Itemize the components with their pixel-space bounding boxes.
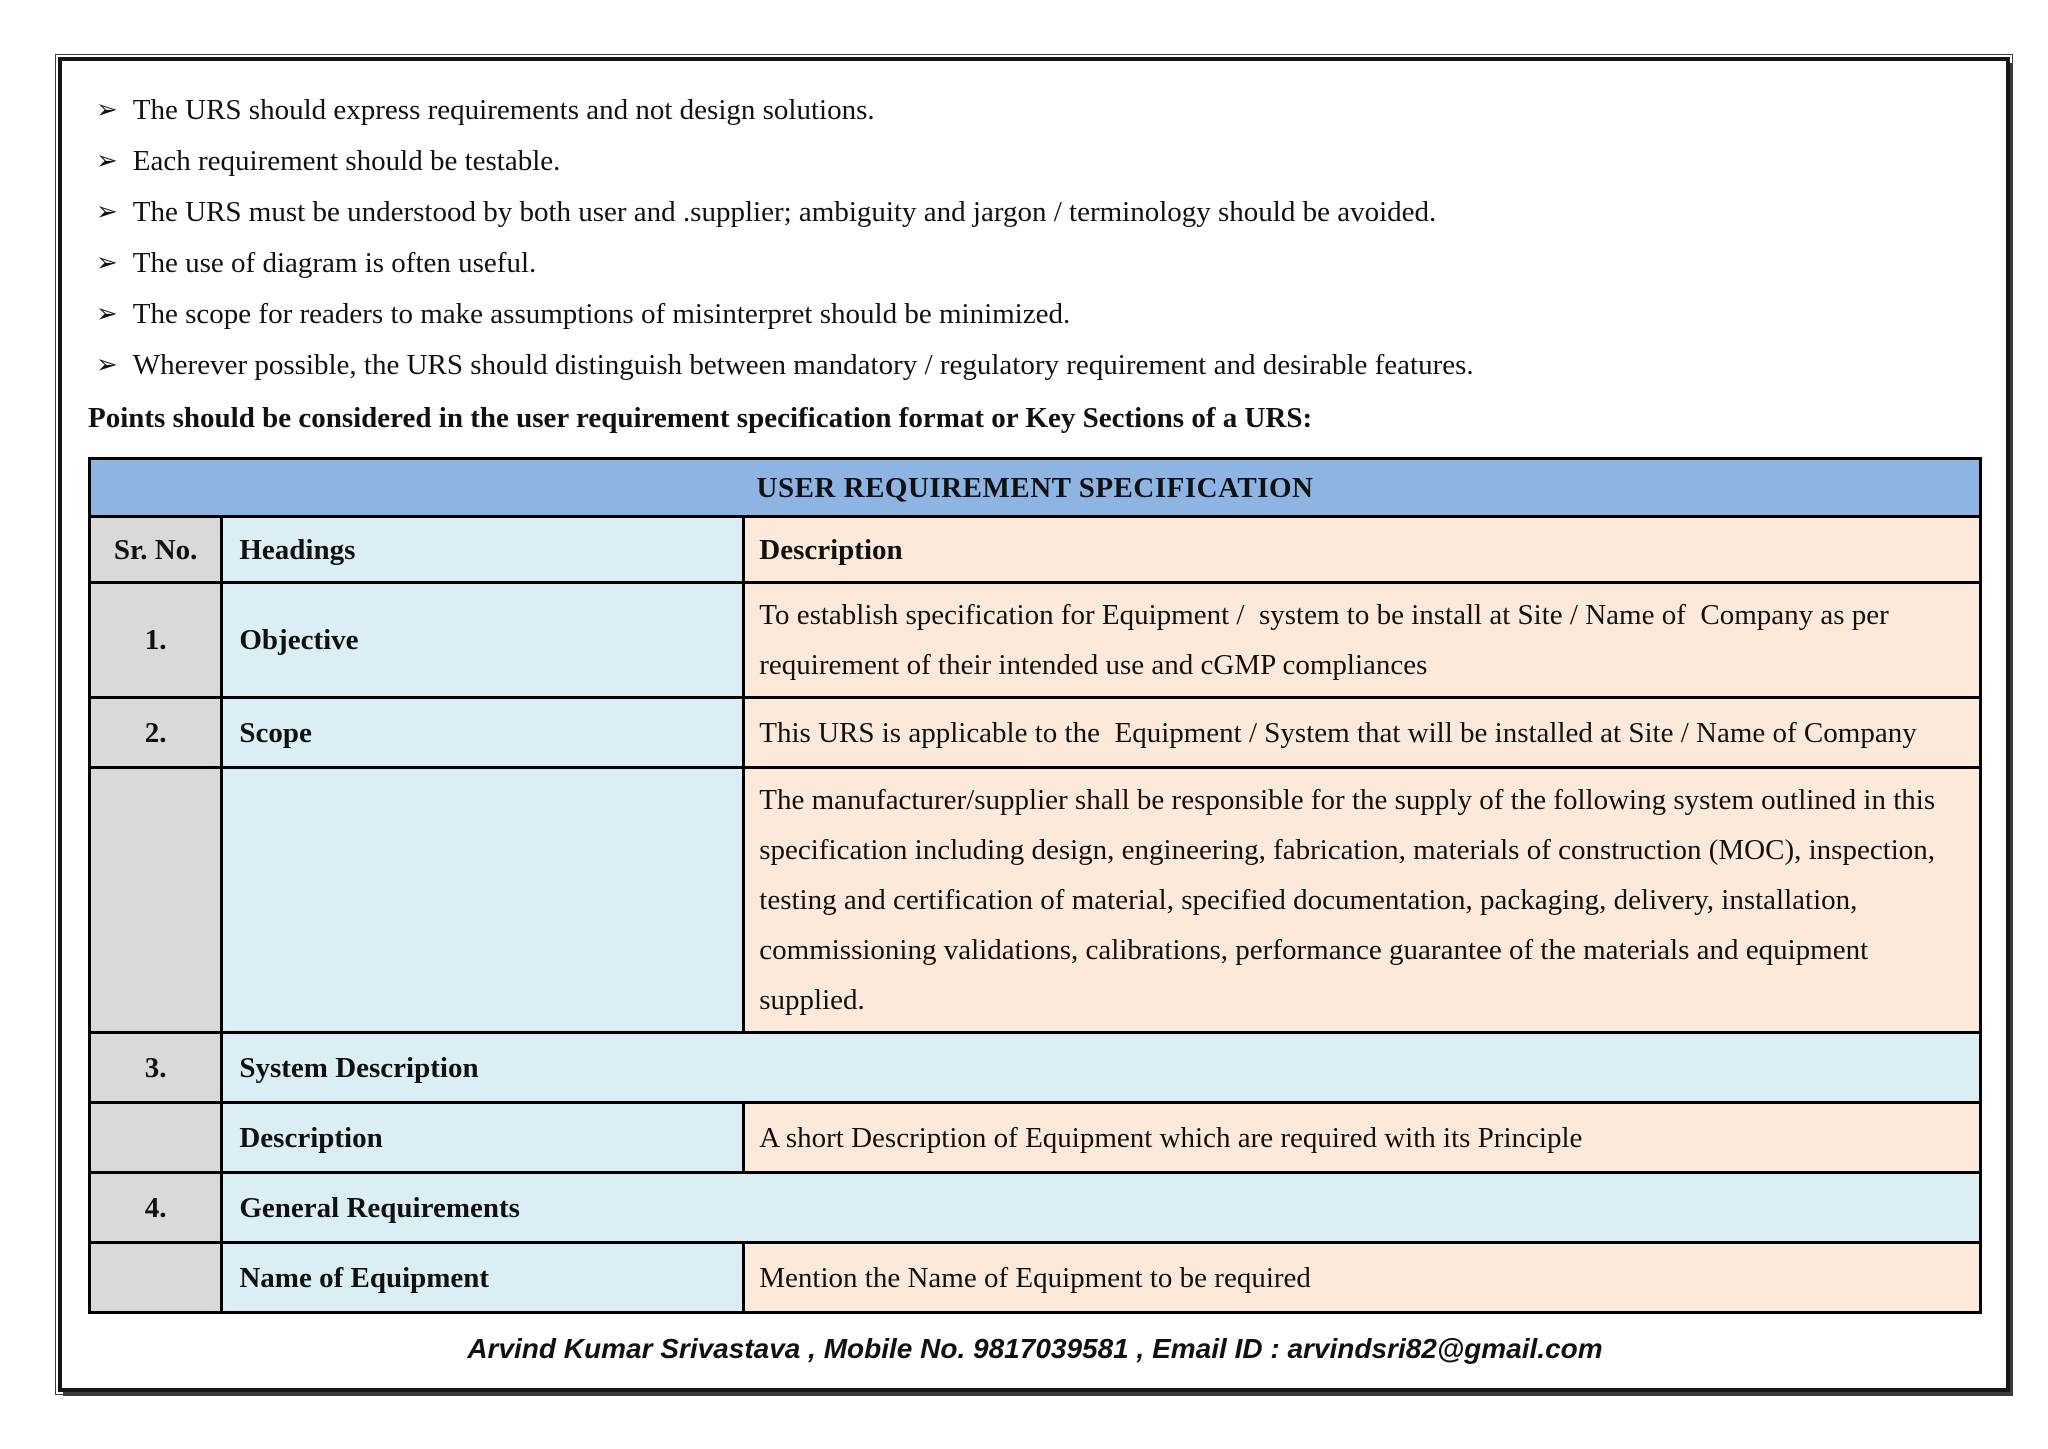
- arrow-bullet-icon: ➢: [96, 248, 118, 277]
- bullet-item: ➢ Wherever possible, the URS should disti…: [96, 340, 1982, 391]
- bullet-text: The use of diagram is often useful.: [132, 247, 537, 279]
- table-row: Name of Equipment Mention the Name of Equ…: [87, 1241, 1982, 1314]
- bullet-list: ➢ The URS should express requirements and…: [88, 85, 1982, 391]
- row-sr-no: [87, 1101, 224, 1174]
- author-footer: Arvind Kumar Srivastava , Mobile No. 981…: [467, 1333, 1603, 1364]
- arrow-bullet-icon: ➢: [96, 197, 118, 226]
- points-heading: Points should be considered in the user …: [88, 402, 1313, 434]
- row-heading: Objective: [220, 581, 746, 699]
- table-row: 4. General Requirements: [87, 1171, 1982, 1244]
- row-sr-no: 2.: [87, 696, 224, 769]
- table-title-row: USER REQUIREMENT SPECIFICATION: [88, 457, 1982, 518]
- table-row: 3. System Description: [87, 1031, 1982, 1104]
- row-description: The manufacturer/supplier shall be respo…: [742, 766, 1982, 1034]
- bullet-text: The URS should express requirements and …: [132, 94, 875, 126]
- table-row: Description A short Description of Equipm…: [87, 1101, 1982, 1174]
- col-header-sr-no: Sr. No.: [87, 515, 224, 584]
- row-heading: [220, 766, 746, 1034]
- bullet-text: Wherever possible, the URS should distin…: [132, 349, 1474, 381]
- document-page: ➢ The URS should express requirements and…: [55, 54, 2013, 1395]
- arrow-bullet-icon: ➢: [96, 146, 118, 175]
- row-sr-no: 4.: [87, 1171, 224, 1244]
- arrow-bullet-icon: ➢: [96, 350, 118, 379]
- row-sr-no: [87, 766, 224, 1034]
- row-heading: Description: [220, 1101, 746, 1174]
- table-header-row: Sr. No. Headings Description: [87, 515, 1982, 584]
- bullet-text: The scope for readers to make assumption…: [132, 298, 1071, 330]
- row-description: This URS is applicable to the Equipment …: [742, 696, 1982, 769]
- bullet-item: ➢ The use of diagram is often useful.: [96, 238, 1982, 289]
- row-heading: Name of Equipment: [220, 1241, 746, 1314]
- urs-table: USER REQUIREMENT SPECIFICATION Sr. No. H…: [87, 457, 1982, 1314]
- table-row: 2. Scope This URS is applicable to the Equ…: [87, 696, 1982, 769]
- table-row: 1. Objective To establish specification fo…: [87, 581, 1982, 699]
- row-sr-no: 1.: [87, 581, 224, 699]
- row-section-heading: System Description: [220, 1031, 1982, 1104]
- row-sr-no: [87, 1241, 224, 1314]
- bullet-item: ➢ The scope for readers to make assumptio…: [96, 289, 1982, 340]
- bullet-item: ➢ Each requirement should be testable.: [96, 136, 1982, 187]
- bullet-item: ➢ The URS should express requirements and…: [96, 85, 1982, 136]
- row-description: To establish specification for Equipment…: [742, 581, 1982, 699]
- table-row: The manufacturer/supplier shall be respo…: [87, 766, 1982, 1034]
- arrow-bullet-icon: ➢: [96, 95, 118, 124]
- bullet-item: ➢ The URS must be understood by both user…: [96, 187, 1982, 238]
- row-section-heading: General Requirements: [220, 1171, 1982, 1244]
- col-header-headings: Headings: [220, 515, 746, 584]
- row-description: Mention the Name of Equipment to be requ…: [742, 1241, 1982, 1314]
- arrow-bullet-icon: ➢: [96, 299, 118, 328]
- table-title: USER REQUIREMENT SPECIFICATION: [88, 457, 1982, 518]
- bullet-text: Each requirement should be testable.: [132, 145, 561, 177]
- row-heading: Scope: [220, 696, 746, 769]
- col-header-description: Description: [742, 515, 1982, 584]
- row-description: A short Description of Equipment which a…: [742, 1101, 1982, 1174]
- bullet-text: The URS must be understood by both user …: [132, 196, 1437, 228]
- row-sr-no: 3.: [87, 1031, 224, 1104]
